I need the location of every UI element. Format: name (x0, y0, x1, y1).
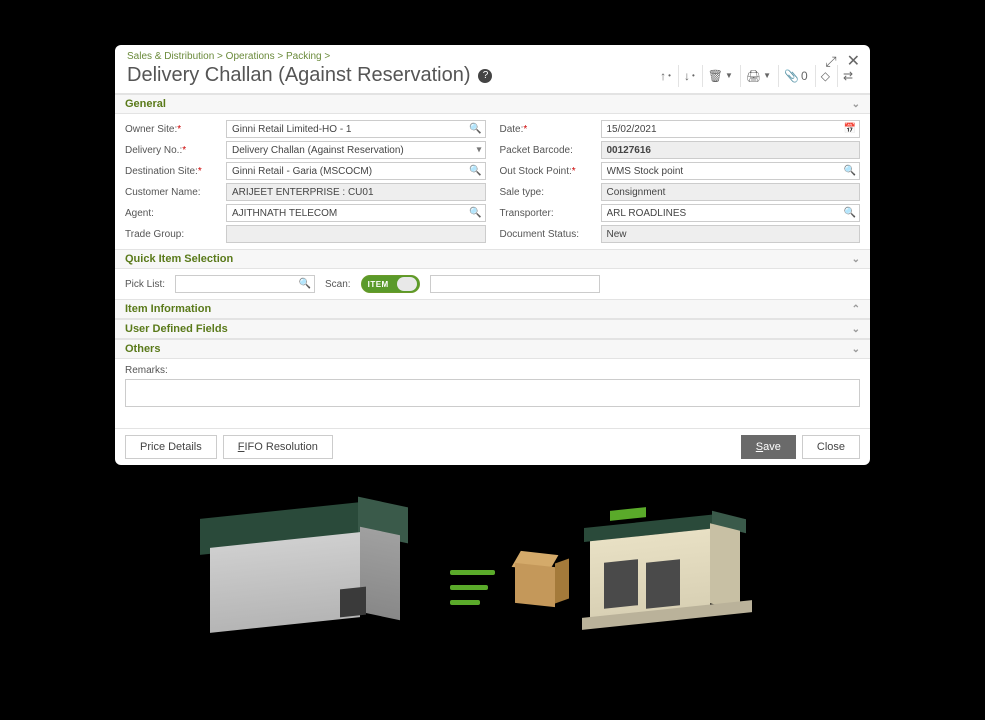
document-status-input (601, 225, 861, 243)
breadcrumb-l3[interactable]: Packing (286, 51, 322, 62)
agent-input[interactable] (226, 204, 486, 222)
field-transporter: Transporter: 🔍 (500, 204, 861, 222)
warehouse-icon (210, 540, 360, 625)
breadcrumb-l1[interactable]: Sales & Distribution (127, 51, 214, 62)
scan-input[interactable] (430, 275, 600, 293)
remarks-textarea[interactable] (125, 379, 860, 407)
section-quick-item[interactable]: Quick Item Selection ⌄ (115, 249, 870, 269)
section-udf-label: User Defined Fields (125, 323, 228, 335)
delete-button[interactable]: 🗑▼ (702, 65, 738, 87)
section-quick-label: Quick Item Selection (125, 253, 233, 265)
field-destination-site: Destination Site:* 🔍 (125, 162, 486, 180)
pick-list-label: Pick List: (125, 279, 165, 290)
store-icon (590, 535, 710, 615)
destination-site-input[interactable] (226, 162, 486, 180)
delivery-no-select[interactable] (226, 141, 486, 159)
field-trade-group: Trade Group: (125, 225, 486, 243)
field-out-stock-point: Out Stock Point:* 🔍 (500, 162, 861, 180)
section-others-label: Others (125, 343, 160, 355)
pick-list-input[interactable] (175, 275, 315, 293)
help-icon[interactable]: ? (478, 69, 492, 83)
title-row: Delivery Challan (Against Reservation) ?… (115, 62, 870, 94)
section-general-label: General (125, 98, 166, 110)
owner-site-input[interactable] (226, 120, 486, 138)
page-title-text: Delivery Challan (Against Reservation) (127, 64, 470, 87)
general-body: Owner Site:* 🔍 Delivery No.:* ▾ Destinat… (115, 114, 870, 249)
field-delivery-no: Delivery No.:* ▾ (125, 141, 486, 159)
attach-count: 0 (801, 69, 808, 83)
price-details-button[interactable]: Price Details (125, 435, 217, 459)
chevron-down-icon: ⌄ (852, 99, 860, 110)
scan-label: Scan: (325, 279, 351, 290)
titlebar: Sales & Distribution > Operations > Pack… (115, 45, 870, 62)
illustration (200, 500, 760, 670)
toggle-knob (397, 277, 417, 291)
field-packet-barcode: Packet Barcode: (500, 141, 861, 159)
others-body: Remarks: (115, 359, 870, 418)
field-date: Date:* 📅 (500, 120, 861, 138)
save-button[interactable]: Save (741, 435, 796, 459)
section-item-info-label: Item Information (125, 303, 211, 315)
out-stock-input[interactable] (601, 162, 861, 180)
expand-icon[interactable]: ⤢ (825, 53, 836, 70)
page-title: Delivery Challan (Against Reservation) ? (127, 64, 492, 87)
scan-mode-label: ITEM (362, 280, 395, 289)
section-udf[interactable]: User Defined Fields ⌄ (115, 319, 870, 339)
sort-desc-button[interactable]: ↓• (678, 65, 700, 87)
sort-asc-button[interactable]: ↑• (655, 65, 676, 87)
print-button[interactable]: 🖨▼ (740, 65, 776, 87)
general-col-left: Owner Site:* 🔍 Delivery No.:* ▾ Destinat… (125, 120, 486, 243)
customer-name-input (226, 183, 486, 201)
fifo-resolution-button[interactable]: FIFO Resolution (223, 435, 333, 459)
trade-group-input (226, 225, 486, 243)
quick-body: Pick List: 🔍 Scan: ITEM (115, 269, 870, 299)
breadcrumb-l2[interactable]: Operations (226, 51, 275, 62)
transfer-arrows-icon (450, 570, 495, 605)
field-sale-type: Sale type: (500, 183, 861, 201)
section-others[interactable]: Others ⌄ (115, 339, 870, 359)
field-document-status: Document Status: (500, 225, 861, 243)
chevron-down-icon: ⌄ (852, 344, 860, 355)
footer: Price Details FIFO Resolution Save Close (115, 428, 870, 465)
transporter-input[interactable] (601, 204, 861, 222)
packet-barcode-input (601, 141, 861, 159)
search-icon: 🔍 (299, 279, 311, 290)
field-customer-name: Customer Name: (125, 183, 486, 201)
scan-mode-toggle[interactable]: ITEM (361, 275, 420, 293)
field-owner-site: Owner Site:* 🔍 (125, 120, 486, 138)
chevron-down-icon: ⌄ (852, 254, 860, 265)
remarks-label: Remarks: (125, 365, 860, 376)
section-general[interactable]: General ⌄ (115, 94, 870, 114)
date-input[interactable] (601, 120, 861, 138)
attach-button[interactable]: 📎0 (778, 65, 813, 87)
window: Sales & Distribution > Operations > Pack… (115, 45, 870, 465)
close-icon[interactable]: ✕ (847, 51, 860, 71)
chevron-up-icon: ⌃ (852, 304, 860, 315)
sale-type-input (601, 183, 861, 201)
general-col-right: Date:* 📅 Packet Barcode: Out Stock Point… (500, 120, 861, 243)
package-icon (515, 565, 565, 611)
section-item-info[interactable]: Item Information ⌃ (115, 299, 870, 319)
chevron-down-icon: ⌄ (852, 324, 860, 335)
field-agent: Agent: 🔍 (125, 204, 486, 222)
close-button[interactable]: Close (802, 435, 860, 459)
breadcrumb: Sales & Distribution > Operations > Pack… (127, 51, 858, 62)
